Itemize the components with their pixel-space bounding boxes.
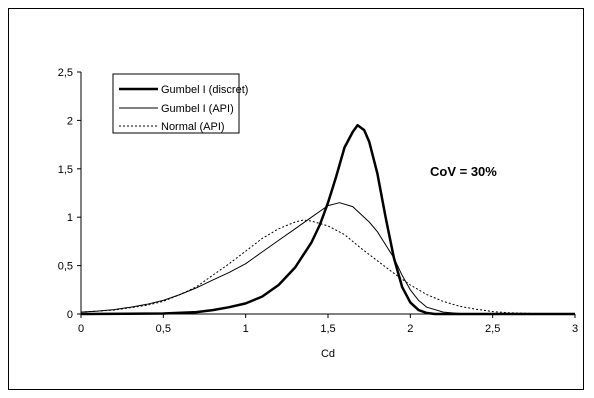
series-gumbel-discret [80,123,575,316]
legend-label-gumbel-api: Gumbel I (API) [161,103,234,115]
cov-annotation: CoV = 30% [430,164,497,179]
y-tick-label: 2 [67,115,73,127]
x-tick-label: 1 [243,323,249,335]
chart-frame [8,8,584,390]
x-ticks: 0 0,5 1 1,5 2 2,5 3 [78,314,578,335]
x-tick-label: 0,5 [156,323,171,335]
legend-label-normal-api: Normal (API) [161,121,225,133]
legend-box [112,73,240,134]
x-tick-label: 0 [78,323,84,335]
y-tick-label: 2,5 [58,67,73,79]
y-tick-label: 1,5 [58,164,73,176]
legend: Gumbel I (discret) Gumbel I (API) Normal… [112,73,248,134]
series-normal-api [80,219,576,315]
legend-label-gumbel-discret: Gumbel I (discret) [161,84,248,96]
series-layer [80,123,576,316]
x-tick-label: 2,5 [485,323,500,335]
x-tick-label: 1,5 [320,323,335,335]
x-tick-label: 2 [407,323,413,335]
series-gumbel-api [80,202,575,315]
x-axis-label: Cd [321,348,335,360]
y-ticks: 0 0,5 1 1,5 2 2,5 [58,67,81,321]
y-tick-label: 0 [67,309,73,321]
y-tick-label: 0,5 [58,261,73,273]
x-tick-label: 3 [572,323,578,335]
y-tick-label: 1 [67,212,73,224]
